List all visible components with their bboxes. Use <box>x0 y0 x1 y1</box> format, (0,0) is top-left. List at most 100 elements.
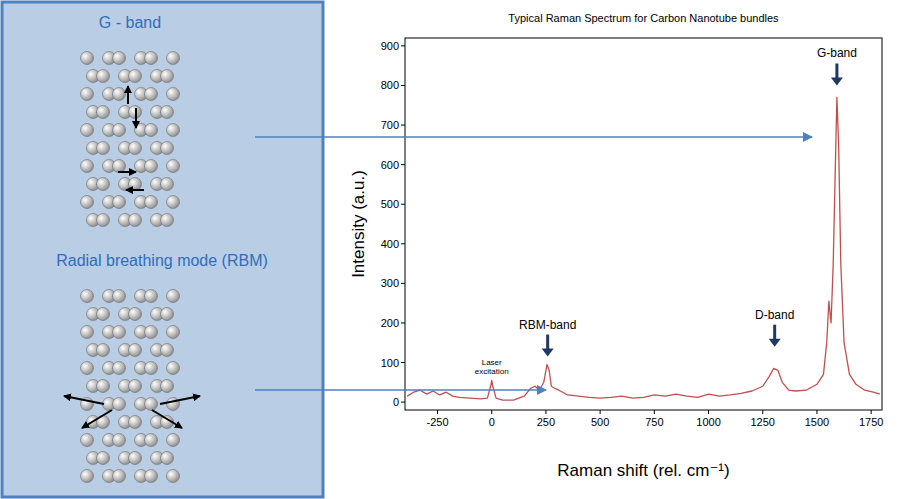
annotation-line: excitation <box>475 367 509 376</box>
y-tick <box>401 204 405 205</box>
y-tick-label: 300 <box>381 277 399 289</box>
vibration-arrow <box>135 108 137 128</box>
y-tick-label: 900 <box>381 40 399 52</box>
atom <box>167 160 180 173</box>
atom <box>145 434 158 447</box>
atom <box>81 290 94 303</box>
atom <box>81 196 94 209</box>
figure: G - band Radial breathing mode (RBM) Typic… <box>0 0 898 499</box>
spectrum-line <box>407 97 880 400</box>
atom <box>161 142 174 155</box>
atom <box>167 326 180 339</box>
x-tick-label: 1750 <box>859 416 883 428</box>
x-tick <box>437 410 438 414</box>
atom <box>167 470 180 483</box>
x-tick <box>654 410 655 414</box>
atom <box>167 196 180 209</box>
vibration-arrow <box>64 396 104 404</box>
x-tick-label: 500 <box>591 416 609 428</box>
atom <box>113 196 126 209</box>
atom <box>167 290 180 303</box>
y-tick <box>401 125 405 126</box>
vibration-arrow <box>126 189 144 191</box>
atom <box>113 160 126 173</box>
nanotube <box>81 52 180 227</box>
y-tick-label: 700 <box>381 119 399 131</box>
atom <box>145 326 158 339</box>
x-tick-label: 0 <box>489 416 495 428</box>
annotation-label: RBM-band <box>519 318 576 332</box>
atom <box>145 470 158 483</box>
atom <box>81 362 94 375</box>
atom <box>145 362 158 375</box>
atom <box>113 398 126 411</box>
atom <box>97 452 110 465</box>
y-tick-label: 800 <box>381 79 399 91</box>
panel-title: G - band <box>99 14 161 31</box>
y-tick <box>401 85 405 86</box>
atom <box>145 398 158 411</box>
atom <box>97 178 110 191</box>
atom <box>145 124 158 137</box>
atom <box>97 344 110 357</box>
atom <box>161 380 174 393</box>
connector-arrow <box>255 136 812 138</box>
atom <box>129 142 142 155</box>
vibration-arrow <box>118 171 136 173</box>
atom <box>113 88 126 101</box>
mode-panel <box>2 2 323 497</box>
annotation-line: Laser <box>482 358 502 367</box>
annotation-arrow <box>773 325 776 340</box>
atom <box>81 470 94 483</box>
y-tick-label: 500 <box>381 198 399 210</box>
x-tick <box>491 410 492 414</box>
atom <box>167 362 180 375</box>
vibration-arrow <box>160 396 200 404</box>
atom <box>145 290 158 303</box>
atom <box>97 106 110 119</box>
atom <box>161 214 174 227</box>
chart-title: Typical Raman Spectrum for Carbon Nanotu… <box>508 12 779 24</box>
y-tick-label: 400 <box>381 238 399 250</box>
panel-title: Radial breathing mode (RBM) <box>56 252 268 269</box>
y-tick <box>401 45 405 46</box>
atom <box>113 52 126 65</box>
x-tick <box>816 410 817 414</box>
vibration-arrow <box>152 410 182 428</box>
x-axis-title: Raman shift (rel. cm⁻¹) <box>557 461 729 480</box>
connector-arrow <box>255 389 546 391</box>
atom <box>81 326 94 339</box>
atom <box>129 344 142 357</box>
annotation-arrowhead <box>542 349 554 357</box>
atom <box>113 362 126 375</box>
atom <box>145 160 158 173</box>
vibration-arrow <box>82 410 112 428</box>
atom <box>167 398 180 411</box>
x-tick <box>871 410 872 414</box>
y-tick <box>401 362 405 363</box>
atom <box>167 88 180 101</box>
y-tick <box>401 283 405 284</box>
plot-area <box>407 97 880 400</box>
atom <box>145 52 158 65</box>
annotation-arrow <box>546 335 549 350</box>
atom <box>167 52 180 65</box>
annotation-label: Laserexcitation <box>475 358 509 376</box>
x-tick <box>762 410 763 414</box>
atom <box>145 88 158 101</box>
y-tick-label: 200 <box>381 317 399 329</box>
x-tick-label: 1500 <box>805 416 829 428</box>
atom <box>161 106 174 119</box>
vibration-arrow <box>127 86 129 104</box>
atom <box>129 70 142 83</box>
y-tick <box>401 402 405 403</box>
annotation-label: D-band <box>755 308 794 322</box>
atom <box>167 124 180 137</box>
atom <box>161 344 174 357</box>
y-tick <box>401 322 405 323</box>
atom <box>167 434 180 447</box>
y-axis-title: Intensity (a.u.) <box>349 170 368 278</box>
atom <box>161 452 174 465</box>
atom <box>81 52 94 65</box>
annotation-arrowhead <box>831 77 843 85</box>
